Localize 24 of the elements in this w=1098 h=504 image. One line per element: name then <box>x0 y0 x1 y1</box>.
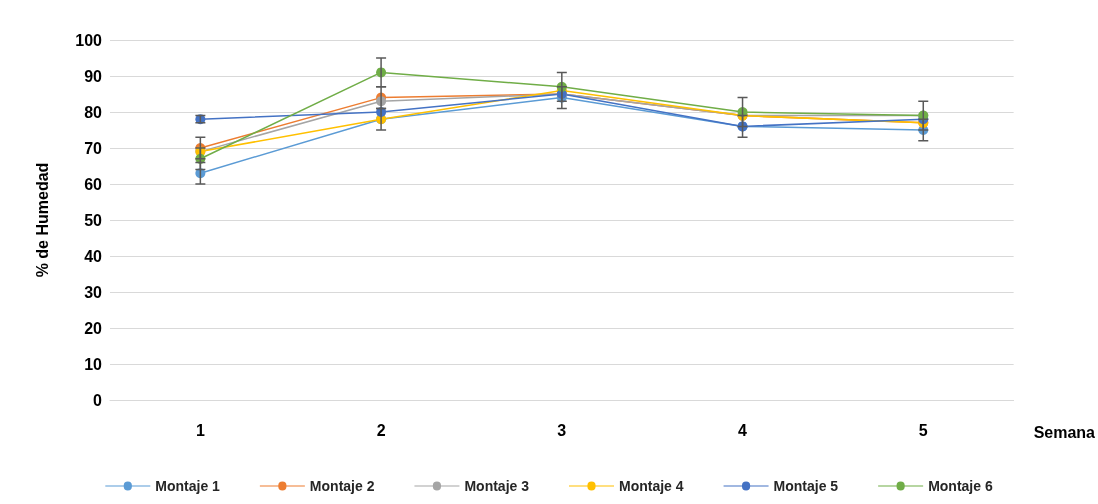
y-tick-label: 100 <box>75 31 103 49</box>
x-axis-title: Semana <box>1033 423 1096 441</box>
x-tick-label: 3 <box>557 421 567 439</box>
y-tick-label: 10 <box>84 355 103 373</box>
legend-label: Montaje 1 <box>155 478 221 494</box>
y-tick-label: 30 <box>84 283 103 301</box>
legend-label: Montaje 3 <box>464 478 530 494</box>
y-tick-label: 20 <box>84 319 103 337</box>
y-tick-label: 80 <box>84 103 103 121</box>
legend-label: Montaje 5 <box>773 478 839 494</box>
y-tick-label: 90 <box>84 67 103 85</box>
y-tick-label: 40 <box>84 247 103 265</box>
legend-label: Montaje 4 <box>619 478 684 494</box>
y-tick-label: 60 <box>84 175 103 193</box>
y-tick-label: 0 <box>93 391 103 409</box>
y-tick-label: 70 <box>84 139 103 157</box>
legend-label: Montaje 6 <box>928 478 993 494</box>
y-tick-label: 50 <box>84 211 103 229</box>
y-axis-title: % de Humedad <box>33 162 51 278</box>
x-tick-label: 4 <box>738 421 748 439</box>
x-tick-label: 5 <box>918 421 928 439</box>
x-tick-label: 1 <box>195 421 205 439</box>
x-tick-label: 2 <box>376 421 386 439</box>
legend-label: Montaje 2 <box>309 478 375 494</box>
